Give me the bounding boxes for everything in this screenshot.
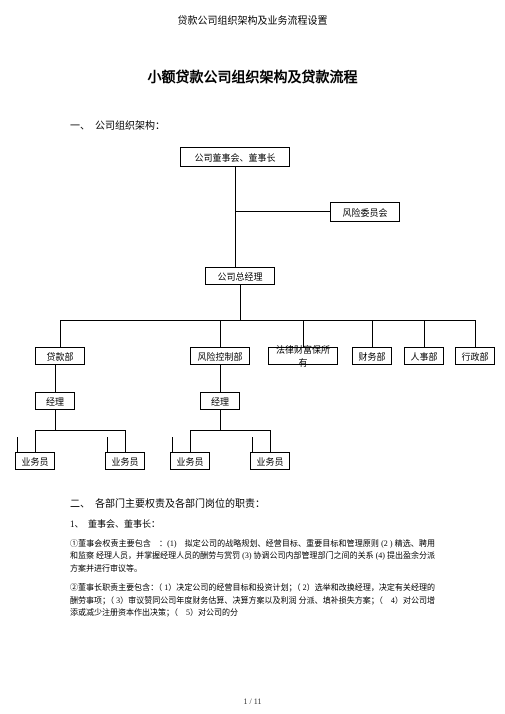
node-staff1: 业务员 (15, 452, 55, 470)
node-admin: 行政部 (455, 347, 495, 365)
connector (475, 320, 476, 347)
node-manager2: 经理 (200, 392, 240, 410)
node-risk-committee: 风险委员会 (330, 202, 400, 222)
connector (235, 211, 330, 212)
connector (235, 167, 236, 267)
connector (270, 430, 271, 452)
section2: 二、 各部门主要权责及各部门岗位的职责： 1、 董事会、董事长： ①董事会权责主… (70, 497, 435, 620)
page-header: 贷款公司组织架构及业务流程设置 (0, 0, 505, 27)
sub1-heading: 1、 董事会、董事长： (70, 518, 435, 532)
page-footer: 1 / 11 (0, 697, 505, 706)
connector (220, 320, 221, 347)
connector (35, 430, 36, 452)
node-loan-dept: 贷款部 (35, 347, 85, 365)
connector (252, 437, 253, 452)
connector (107, 437, 108, 452)
node-staff3: 业务员 (170, 452, 210, 470)
main-title: 小额贷款公司组织架构及贷款流程 (0, 67, 505, 87)
node-finance: 财务部 (352, 347, 392, 365)
connector (372, 320, 373, 347)
node-gm: 公司总经理 (205, 267, 275, 285)
connector (190, 430, 191, 452)
section2-heading: 二、 各部门主要权责及各部门岗位的职责： (70, 497, 435, 512)
connector (424, 320, 425, 347)
connector (190, 430, 270, 431)
connector (55, 410, 56, 430)
node-hr: 人事部 (404, 347, 444, 365)
para2: ②董事长职责主要包含：（ 1）决定公司的经营目标和投资计划；（ 2）选举和改换经… (70, 582, 435, 620)
connector (35, 430, 125, 431)
connector (17, 437, 18, 452)
connector (55, 365, 56, 392)
connector (240, 285, 241, 320)
section1-heading: 一、 公司组织架构： (70, 117, 505, 132)
connector (60, 320, 61, 347)
node-staff4: 业务员 (250, 452, 290, 470)
org-chart: 公司董事会、董事长 风险委员会 公司总经理 贷款部 风险控制部 法律财富保所有 … (0, 147, 505, 477)
para1: ①董事会权责主要包含 ：(1) 拟定公司的战略规划、经营目标、重要目标和管理原则… (70, 538, 435, 576)
connector (220, 410, 221, 430)
node-manager1: 经理 (35, 392, 75, 410)
connector (60, 320, 475, 321)
connector (220, 365, 221, 392)
node-staff2: 业务员 (105, 452, 145, 470)
node-board: 公司董事会、董事长 (180, 147, 290, 167)
connector (125, 430, 126, 452)
node-legal: 法律财富保所有 (268, 347, 338, 365)
connector (303, 320, 304, 347)
connector (172, 437, 173, 452)
node-risk-control: 风险控制部 (190, 347, 250, 365)
